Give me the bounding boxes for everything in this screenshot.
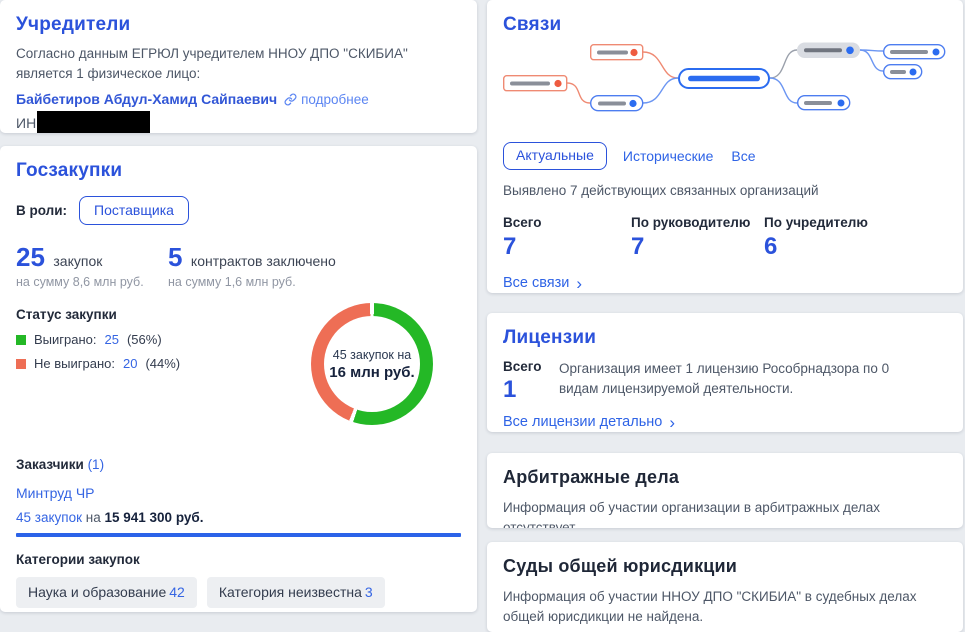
arbitration-card: Арбитражные дела Информация об участии о…: [487, 453, 963, 528]
contracts-count: 5: [168, 242, 183, 272]
customers-title: Заказчики (1): [16, 457, 105, 472]
founder-more-label: подробнее: [301, 91, 369, 107]
founders-card: Учредители Согласно данным ЕГРЮЛ учредит…: [0, 0, 477, 133]
node-red-top: [589, 43, 644, 61]
purchases-sum: на сумму 8,6 млн руб.: [16, 275, 144, 289]
won-count-link[interactable]: 25: [104, 332, 119, 347]
node-blue-far2: [883, 64, 923, 80]
supplier-role-button[interactable]: Поставщика: [79, 196, 189, 225]
licenses-description: Организация имеет 1 лицензию Рособрнадзо…: [559, 361, 890, 396]
connections-graph-preview[interactable]: [503, 40, 947, 136]
licenses-title: Лицензии: [503, 327, 597, 348]
stat-total: Всего 7: [503, 215, 542, 260]
node-red-left: [503, 75, 568, 92]
licenses-card: Лицензии Всего 1 Организация имеет 1 лиц…: [487, 313, 963, 432]
connections-title: Связи: [503, 14, 562, 35]
edge-gray-right: [769, 49, 798, 79]
founder-person-link[interactable]: Байбетиров Абдул-Хамид Сайпаевич: [16, 91, 278, 107]
stat-by-director: По руководителю 7: [631, 215, 751, 260]
connections-summary: Выявлено 7 действующих связанных организ…: [503, 183, 819, 198]
tab-all[interactable]: Все: [731, 148, 756, 164]
courts-title: Суды общей юрисдикции: [503, 556, 738, 576]
donut-center-label: 45 закупок на 16 млн руб.: [329, 347, 415, 381]
arbitration-description: Информация об участии организации в арби…: [503, 500, 881, 528]
customer-link[interactable]: Минтруд ЧР: [16, 485, 95, 501]
edge-red-left: [566, 82, 591, 104]
customer-share-bar: [16, 533, 461, 537]
all-licenses-link[interactable]: Все лицензии детально ›: [503, 412, 676, 432]
chevron-right-icon: ›: [576, 273, 583, 293]
lost-count-link[interactable]: 20: [122, 356, 138, 371]
inn-redaction-box: [37, 111, 151, 133]
connections-card: Связи: [487, 0, 963, 293]
right-column: Связи: [487, 0, 963, 632]
procurement-card: Госзакупки В роли: Поставщика 25 закупок…: [0, 146, 477, 612]
left-column: Учредители Согласно данным ЕГРЮЛ учредит…: [0, 0, 477, 612]
procurement-title: Госзакупки: [16, 160, 123, 181]
procurement-stats: 25 закупок на сумму 8,6 млн руб. 5 контр…: [16, 242, 457, 289]
customer-purchases-link[interactable]: 45 закупок: [16, 510, 82, 525]
edge-red-top: [642, 51, 679, 79]
founder-inn-row: ИН: [16, 111, 457, 133]
founders-title: Учредители: [16, 14, 131, 35]
customers-count: (1): [87, 457, 105, 472]
courts-card: Суды общей юрисдикции Информация об учас…: [487, 542, 963, 632]
node-blue-left: [589, 95, 644, 112]
link-icon: [284, 92, 297, 106]
connections-stats: Всего 7 По руководителю 7 По учредителю …: [503, 215, 943, 261]
connections-tabs: Актуальные Исторические Все: [503, 142, 943, 170]
node-central-company: [678, 68, 770, 89]
licenses-total: Всего 1: [503, 359, 542, 403]
node-gray-highlighted: [797, 42, 860, 58]
category-chip-unknown[interactable]: Категория неизвестна 3: [206, 577, 385, 608]
all-connections-link[interactable]: Все связи ›: [503, 273, 583, 293]
won-color-swatch: [16, 334, 26, 345]
stat-by-founder: По учредителю 6: [764, 215, 868, 260]
role-label: В роли:: [16, 203, 68, 218]
category-chip-science[interactable]: Наука и образование 42: [16, 577, 197, 608]
founders-description: Согласно данным ЕГРЮЛ учредителем ННОУ Д…: [16, 46, 408, 81]
edge-blue-far2: [859, 49, 884, 72]
customer-sum-row: 45 закупок на 15 941 300 руб.: [16, 510, 204, 525]
status-title: Статус закупки: [16, 307, 117, 322]
purchases-stat: 25 закупок на сумму 8,6 млн руб.: [16, 242, 168, 289]
legend-lost: Не выиграно: 20 (44%): [16, 356, 457, 371]
contracts-stat: 5 контрактов заключено на сумму 1,6 млн …: [168, 242, 336, 289]
category-chips: Наука и образование 42 Категория неизвест…: [16, 577, 457, 608]
node-blue-far1: [883, 43, 946, 60]
procurement-donut-chart: 45 закупок на 16 млн руб.: [311, 303, 433, 425]
arbitration-title: Арбитражные дела: [503, 467, 680, 487]
edge-blue-bottom: [769, 77, 798, 104]
legend-won: Выиграно: 25 (56%): [16, 332, 457, 347]
purchases-count: 25: [16, 242, 45, 272]
customer-sum: 15 941 300 руб.: [104, 510, 204, 525]
chevron-right-icon: ›: [669, 412, 676, 432]
lost-color-swatch: [16, 358, 26, 369]
tab-historical[interactable]: Исторические: [622, 148, 714, 164]
edge-blue-left: [642, 77, 679, 104]
tab-actual[interactable]: Актуальные: [503, 142, 607, 170]
contracts-sum: на сумму 1,6 млн руб.: [168, 275, 296, 289]
node-blue-bottom: [797, 95, 851, 111]
founder-more-link[interactable]: подробнее: [284, 92, 369, 107]
categories-title: Категории закупок: [16, 552, 140, 567]
courts-description: Информация об участии ННОУ ДПО "СКИБИА" …: [503, 589, 917, 624]
status-legend: Выиграно: 25 (56%) Не выиграно: 20 (44%): [16, 332, 457, 371]
inn-label: ИН: [16, 114, 37, 131]
